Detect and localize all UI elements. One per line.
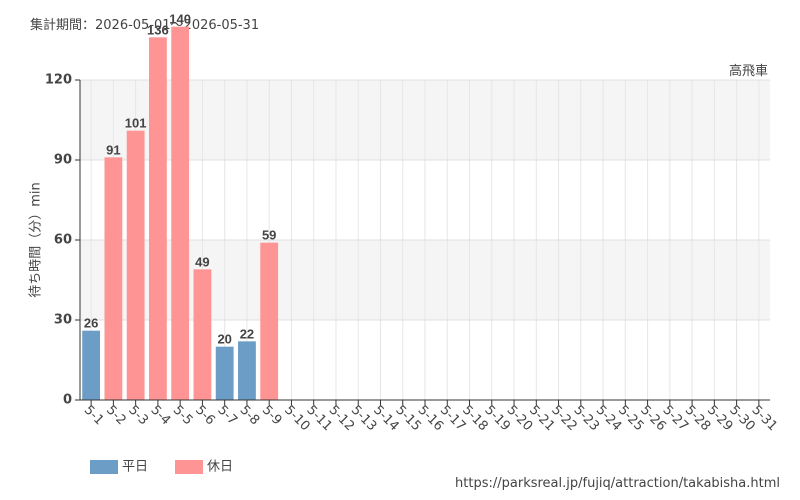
y-axis-label: 待ち時間（分）min [29,182,44,298]
source: https://parksreal.jp/fujiq/attraction/ta… [455,476,780,491]
bar [126,130,145,400]
bar [104,157,123,400]
bar [149,37,167,400]
chart-title: 集計期間：2026-05-01～2026-05-31 [30,17,259,33]
value-label: 136 [147,22,169,37]
value-label: 91 [106,142,120,157]
bar [171,26,190,401]
value-label: 49 [195,254,209,269]
bar [82,330,101,400]
legend-swatch [175,460,203,474]
legend-swatch [90,460,118,474]
legend-label: 休日 [207,460,233,475]
x-tick-label: 5-1 [81,403,107,429]
value-label: 20 [217,332,231,347]
x-tick-label: 5-4 [148,403,174,429]
x-tick-label: 5-2 [103,403,129,429]
value-label: 22 [240,326,254,341]
legend-label: 平日 [122,460,148,475]
x-tick-label: 5-8 [237,403,263,429]
x-tick-label: 5-6 [192,403,218,429]
value-label: 59 [262,228,276,243]
y-tick-label: 30 [54,313,72,328]
x-tick-label: 5-5 [170,403,196,429]
y-tick-label: 60 [54,233,72,248]
y-tick-label: 120 [45,73,72,88]
value-label: 101 [125,116,147,131]
value-label: 26 [84,316,98,331]
x-tick-label: 5-7 [214,403,240,429]
annotation: 高飛車 [729,63,768,79]
y-tick-label: 90 [54,153,72,168]
x-tick-label: 5-9 [259,403,285,429]
bar [193,269,212,400]
value-label: 140 [169,12,191,27]
bar [260,242,279,400]
y-tick-label: 0 [63,393,72,408]
x-tick-label: 5-3 [125,403,151,429]
bar [238,341,256,400]
bar [215,346,234,400]
